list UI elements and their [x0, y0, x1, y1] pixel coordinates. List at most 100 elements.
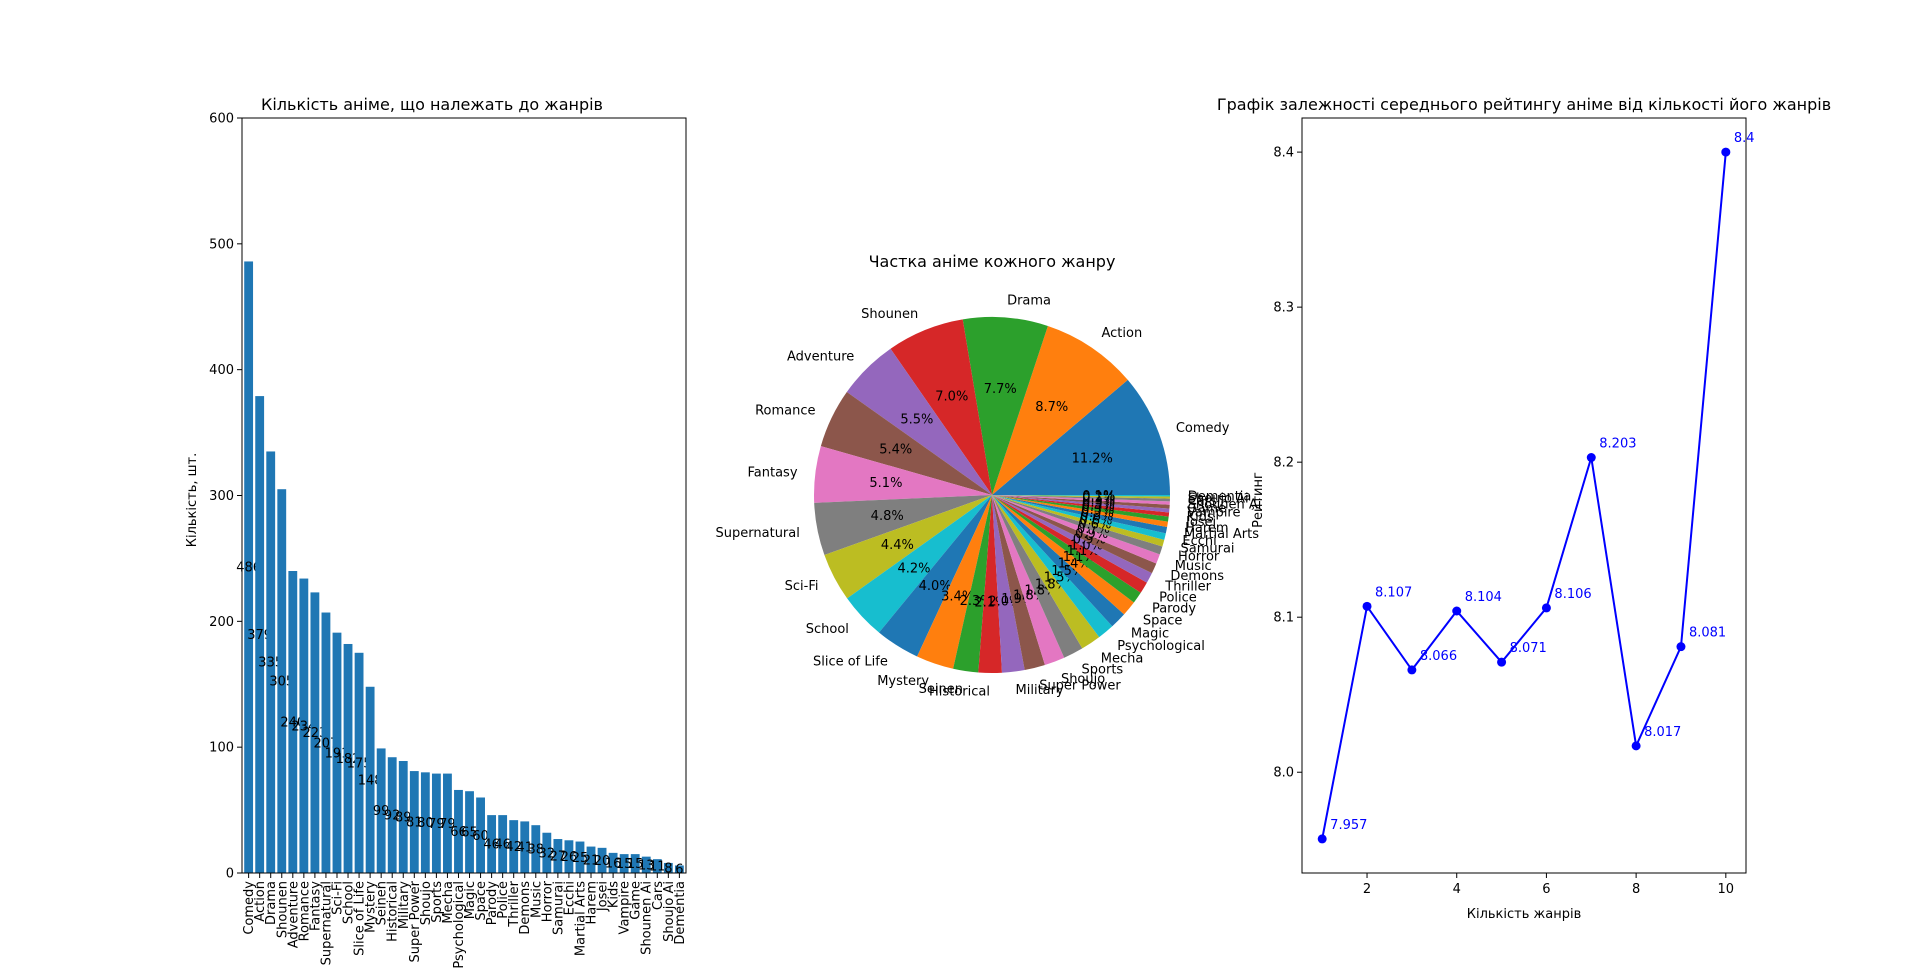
- pie-slice: [962, 317, 1048, 495]
- bar-chart-frame: [241, 117, 687, 874]
- line-point-label: 8.066: [1420, 649, 1457, 664]
- line-series: [1321, 152, 1727, 840]
- pie-percent-label: 4.4%: [881, 538, 914, 553]
- line-point-label: 8.203: [1599, 437, 1636, 452]
- bar: [476, 797, 485, 873]
- bar-category-label: Adventure: [286, 881, 301, 948]
- pie-slice-label: Magic: [1131, 626, 1169, 641]
- pie-slice-label: Sci-Fi: [785, 579, 819, 594]
- bar-value-label: 65: [461, 826, 478, 841]
- bar-category-label: Harem: [585, 881, 600, 924]
- bar-value-label: 46: [483, 838, 500, 853]
- line-y-tick-label: 8.3: [1273, 301, 1294, 316]
- bar-value-label: 80: [417, 816, 434, 831]
- line-point: [1631, 741, 1641, 751]
- bar-category-label: Comedy: [242, 881, 257, 935]
- pie-slice-label: Sports: [1082, 663, 1124, 678]
- bar-value-label: 60: [472, 829, 489, 844]
- line-point: [1452, 606, 1462, 616]
- bar-value-label: 11: [649, 860, 666, 875]
- line-point: [1317, 834, 1327, 844]
- pie-slice: [992, 495, 1163, 555]
- bar-category-label: Game: [629, 881, 644, 920]
- pie-slice-label: Mecha: [1101, 651, 1144, 666]
- bar-category-label: Kids: [607, 881, 622, 908]
- bar-value-label: 8: [664, 861, 672, 876]
- bar-category-label: Seinen: [375, 881, 390, 925]
- pie-slice: [992, 495, 1141, 603]
- bar: [509, 820, 519, 873]
- bar-category-label: Shounen Ai: [640, 881, 655, 955]
- pie-slice-label: Romance: [755, 404, 815, 419]
- pie-slice: [992, 495, 1125, 627]
- pie-slice: [879, 495, 992, 657]
- bar-category-label: Horror: [540, 880, 555, 922]
- pie-slice-label: Cars: [1188, 494, 1217, 509]
- bar-value-label: 41: [516, 841, 533, 856]
- line-point-label: 8.106: [1554, 587, 1591, 602]
- bar: [520, 821, 530, 873]
- bar-y-tick-label: 100: [209, 741, 234, 756]
- pie-slice: [992, 495, 1168, 528]
- bar-category-label: Supernatural: [319, 881, 334, 965]
- pie-slice-label: School: [806, 622, 849, 637]
- bar: [487, 815, 497, 873]
- pie-chart-title: Частка аніме кожного жанру: [869, 252, 1116, 271]
- bar-value-label: 234: [291, 719, 316, 734]
- pie-slice-label: Kids: [1187, 510, 1214, 525]
- line-y-tick-label: 8.4: [1273, 146, 1294, 161]
- bar: [398, 761, 408, 873]
- pie-slice-label: Ecchi: [1182, 534, 1216, 549]
- pie-slice-label: Harem: [1185, 521, 1228, 536]
- bar-category-label: Super Power: [408, 880, 423, 962]
- bar-value-label: 16: [605, 856, 622, 871]
- pie-slice-label: Military: [1016, 683, 1064, 698]
- bar: [531, 825, 541, 873]
- pie-slice: [917, 495, 992, 669]
- bar: [288, 571, 298, 873]
- line-x-tick-label: 8: [1632, 882, 1640, 897]
- pie-slice: [992, 495, 1113, 638]
- bar-y-tick-label: 200: [209, 615, 234, 630]
- bar: [586, 846, 596, 873]
- pie-slice: [992, 495, 1170, 505]
- bar-category-label: Shounen: [275, 881, 290, 938]
- line-point: [1362, 601, 1372, 611]
- bar: [277, 489, 287, 873]
- pie-slice: [992, 495, 1160, 564]
- pie-plot-area: 11.2% Comedy 8.7% Action 7.7% Drama 7.0% Shoune…: [716, 293, 1262, 699]
- pie-slice: [992, 495, 1169, 522]
- pie-slice: [953, 495, 992, 673]
- pie-slice-label: Shoujo Ai: [1188, 491, 1249, 506]
- pie-slice: [992, 495, 1170, 502]
- pie-slice-label: Shoujo: [1061, 672, 1105, 687]
- line-point-label: 8.081: [1689, 626, 1726, 641]
- line-point: [1676, 642, 1686, 652]
- bar-category-label: Sports: [430, 881, 445, 923]
- pie-slice: [992, 326, 1128, 495]
- pie-slice-label: Action: [1102, 326, 1143, 341]
- pie-slice: [992, 495, 1170, 509]
- line-point: [1541, 603, 1551, 613]
- bar-value-label: 79: [439, 817, 456, 832]
- pie-slice-label: Historical: [929, 684, 990, 699]
- bar-chart-ylabel: Кількість, шт.: [185, 453, 200, 548]
- bar: [564, 840, 574, 873]
- bar-category-label: Vampire: [618, 881, 633, 934]
- bar-value-label: 15: [616, 857, 633, 872]
- bar-value-label: 79: [428, 817, 445, 832]
- pie-slice-label: Samurai: [1180, 542, 1234, 557]
- bar-y-tick-label: 600: [209, 112, 234, 127]
- bar-y-tick-label: 400: [209, 363, 234, 378]
- bar: [542, 832, 552, 873]
- bar: [299, 578, 309, 873]
- bar: [321, 612, 331, 873]
- bar: [652, 859, 662, 873]
- bar: [663, 862, 673, 873]
- pie-percent-label: 0.2%: [1082, 490, 1115, 505]
- pie-slice: [814, 495, 992, 555]
- pie-slice-label: Horror: [1178, 550, 1220, 565]
- bar-plot-area: 0100200300400500600486Comedy379Action335…: [209, 112, 688, 969]
- line-point-label: 8.017: [1644, 725, 1681, 740]
- pie-slice: [992, 495, 1100, 649]
